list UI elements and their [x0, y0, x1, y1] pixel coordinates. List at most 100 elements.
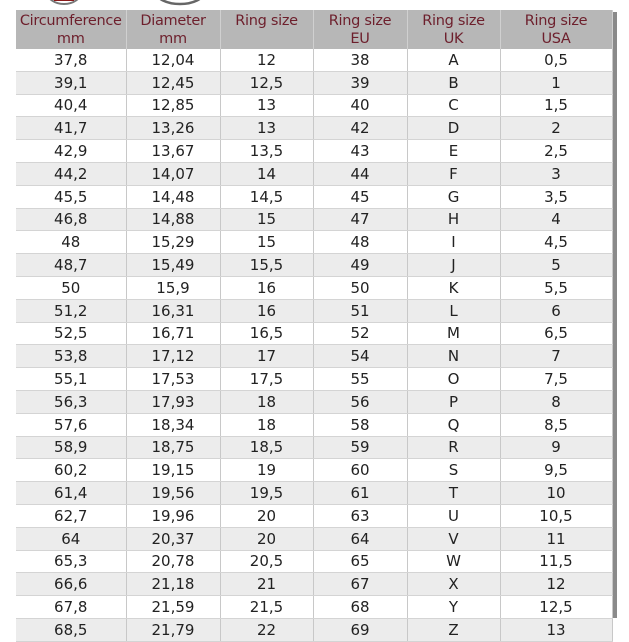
cell-ring-size-eu: 49: [313, 253, 408, 277]
cell-ring-size-usa: 2,5: [500, 139, 613, 163]
header-label: Diameter: [140, 12, 206, 29]
cell-ring-size-usa: 5: [500, 253, 613, 277]
cell-diameter: 15,29: [126, 230, 221, 255]
cell-ring-size-usa: 0,5: [500, 49, 613, 72]
cell-ring-size-uk: A: [407, 49, 501, 72]
cell-ring-size: 19: [220, 458, 314, 483]
cell-ring-size-uk: T: [407, 481, 501, 505]
table-row: 68,5 21,79 22 69 Z 13: [16, 618, 613, 642]
cell-ring-size: 15: [220, 230, 314, 255]
cell-ring-size-usa: 2: [500, 116, 613, 141]
cell-diameter: 13,67: [126, 139, 221, 163]
cell-ring-size-eu: 63: [313, 504, 408, 528]
cell-circumference: 41,7: [16, 116, 127, 141]
cell-diameter: 15,49: [126, 253, 221, 277]
table-row: 57,6 18,34 18 58 Q 8,5: [16, 413, 613, 437]
cell-ring-size: 13,5: [220, 139, 314, 163]
cell-ring-size-usa: 4: [500, 208, 613, 232]
cell-diameter: 16,31: [126, 299, 221, 323]
cell-ring-size: 15,5: [220, 253, 314, 277]
table-shadow: [612, 12, 617, 618]
cell-ring-size: 12: [220, 49, 314, 72]
table-row: 40,4 12,85 13 40 C 1,5: [16, 94, 613, 118]
cell-circumference: 42,9: [16, 139, 127, 163]
cell-ring-size-uk: K: [407, 276, 501, 300]
cell-ring-size-uk: D: [407, 116, 501, 141]
header-label: Ring size: [328, 12, 392, 29]
cell-ring-size-eu: 42: [313, 116, 408, 141]
cell-circumference: 66,6: [16, 572, 127, 597]
table-row: 41,7 13,26 13 42 D 2: [16, 116, 613, 141]
table-row: 46,8 14,88 15 47 H 4: [16, 208, 613, 232]
cell-ring-size-usa: 7: [500, 344, 613, 369]
cell-ring-size: 12,5: [220, 71, 314, 95]
cell-ring-size-eu: 56: [313, 390, 408, 414]
cell-ring-size: 20,5: [220, 550, 314, 574]
cell-ring-size: 16,5: [220, 322, 314, 346]
cell-ring-size-usa: 13: [500, 618, 613, 642]
cell-ring-size-eu: 51: [313, 299, 408, 323]
header-label: Ring size: [422, 12, 485, 29]
cell-ring-size: 20: [220, 504, 314, 528]
header-ring-size-usa: Ring size USA: [500, 10, 613, 49]
cell-ring-size-usa: 1: [500, 71, 613, 95]
cell-ring-size: 17: [220, 344, 314, 369]
header-unit: EU: [350, 30, 370, 47]
cell-circumference: 48: [16, 230, 127, 255]
cell-circumference: 48,7: [16, 253, 127, 277]
header-row: Circumference mm Diameter mm Ring size Ring …: [16, 10, 613, 49]
table-row: 61,4 19,56 19,5 61 T 10: [16, 481, 613, 505]
header-unit: UK: [443, 30, 464, 47]
cell-ring-size-uk: Y: [407, 595, 501, 619]
table-row: 56,3 17,93 18 56 P 8: [16, 390, 613, 414]
cell-ring-size-uk: L: [407, 299, 501, 323]
cell-ring-size-usa: 10: [500, 481, 613, 505]
cell-ring-size-uk: R: [407, 436, 501, 460]
cell-circumference: 60,2: [16, 458, 127, 483]
cell-ring-size-eu: 38: [313, 49, 408, 72]
cell-ring-size-uk: J: [407, 253, 501, 277]
cell-circumference: 53,8: [16, 344, 127, 369]
cell-ring-size-usa: 10,5: [500, 504, 613, 528]
cell-ring-size: 18: [220, 413, 314, 437]
table-row: 50 15,9 16 50 K 5,5: [16, 276, 613, 300]
cell-diameter: 14,48: [126, 185, 221, 209]
cell-ring-size-eu: 40: [313, 94, 408, 118]
header-ring-size: Ring size: [220, 10, 314, 49]
cell-ring-size-uk: F: [407, 162, 501, 186]
cell-ring-size-usa: 12,5: [500, 595, 613, 619]
cell-diameter: 18,75: [126, 436, 221, 460]
cell-ring-size: 13: [220, 94, 314, 118]
cell-circumference: 39,1: [16, 71, 127, 95]
cell-diameter: 12,85: [126, 94, 221, 118]
cell-diameter: 14,88: [126, 208, 221, 232]
table-row: 60,2 19,15 19 60 S 9,5: [16, 458, 613, 483]
table-row: 37,8 12,04 12 38 A 0,5: [16, 49, 613, 72]
cell-ring-size: 17,5: [220, 367, 314, 391]
cell-circumference: 46,8: [16, 208, 127, 232]
cell-diameter: 17,53: [126, 367, 221, 391]
cell-ring-size-usa: 12: [500, 572, 613, 597]
cell-ring-size-uk: X: [407, 572, 501, 597]
header-diameter: Diameter mm: [126, 10, 221, 49]
header-label: Circumference: [19, 12, 122, 29]
cell-ring-size: 21,5: [220, 595, 314, 619]
cell-circumference: 40,4: [16, 94, 127, 118]
cell-ring-size-eu: 52: [313, 322, 408, 346]
cell-ring-size-uk: O: [407, 367, 501, 391]
cell-ring-size: 16: [220, 276, 314, 300]
cell-ring-size-usa: 5,5: [500, 276, 613, 300]
cell-circumference: 62,7: [16, 504, 127, 528]
cell-ring-size: 18,5: [220, 436, 314, 460]
cell-ring-size-eu: 60: [313, 458, 408, 483]
header-circumference: Circumference mm: [16, 10, 127, 49]
table-row: 67,8 21,59 21,5 68 Y 12,5: [16, 595, 613, 619]
cell-ring-size-usa: 11: [500, 527, 613, 551]
ring-size-table: Circumference mm Diameter mm Ring size Ring …: [16, 10, 613, 642]
cell-diameter: 19,15: [126, 458, 221, 483]
cell-ring-size-eu: 47: [313, 208, 408, 232]
cell-circumference: 68,5: [16, 618, 127, 642]
cell-circumference: 50: [16, 276, 127, 300]
cell-ring-size-eu: 48: [313, 230, 408, 255]
table-row: 65,3 20,78 20,5 65 W 11,5: [16, 550, 613, 574]
